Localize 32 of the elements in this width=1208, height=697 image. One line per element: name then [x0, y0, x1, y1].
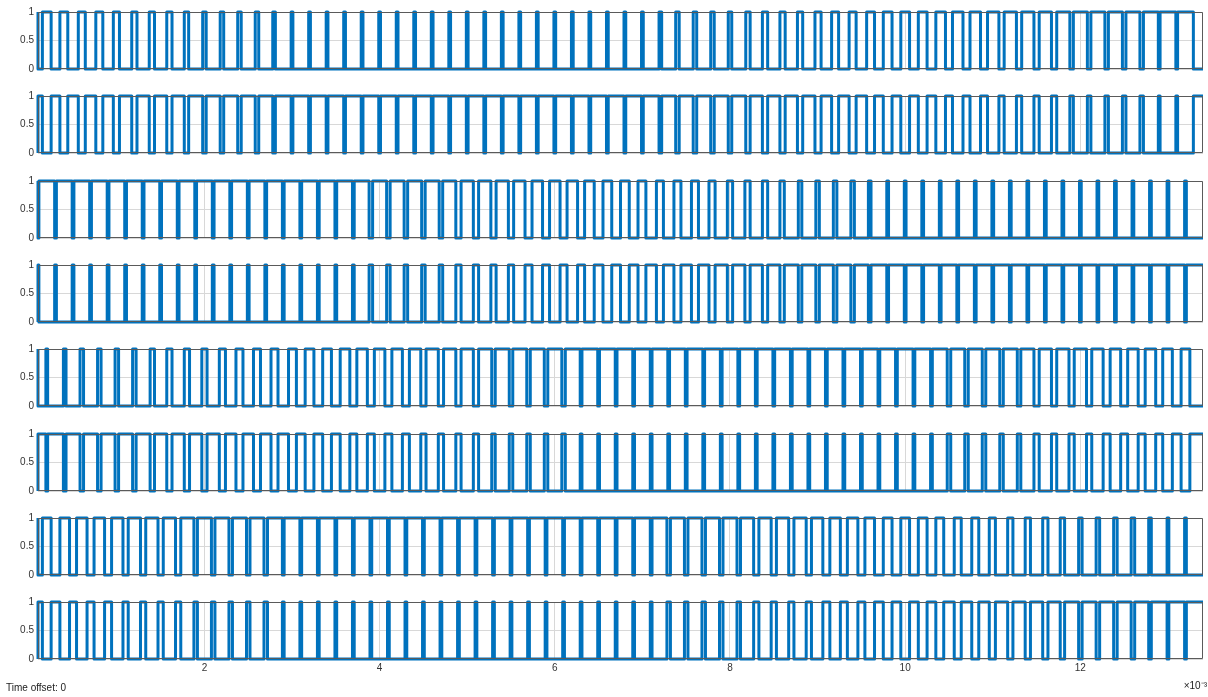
y-tick-label: 0.5 — [20, 34, 35, 46]
y-tick-label: 0 — [28, 399, 35, 411]
y-tick-label: 0 — [28, 568, 35, 580]
y-tick-label: 0.5 — [20, 540, 35, 552]
text: Time offset: 0 — [6, 682, 67, 694]
y-tick-label: 1 — [28, 90, 35, 102]
y-tick-label: 1 — [28, 174, 35, 186]
x-tick-label: 12 — [1074, 661, 1087, 673]
y-tick-label: 1 — [28, 5, 35, 17]
y-tick-label: 0 — [28, 147, 35, 159]
y-tick-label: 0.5 — [20, 118, 35, 130]
y-tick-label: 0 — [28, 231, 35, 243]
x-tick-label: 6 — [552, 661, 559, 673]
y-tick-label: 0.5 — [20, 371, 35, 383]
x-tick-label: 10 — [899, 661, 912, 673]
y-tick-label: 0.5 — [20, 287, 35, 299]
x-tick-label: 8 — [727, 661, 734, 673]
y-tick-label: 1 — [28, 258, 35, 270]
x-tick-label: 2 — [201, 661, 208, 673]
y-tick-label: 0.5 — [20, 624, 35, 636]
y-tick-label: 0 — [28, 652, 35, 664]
y-tick-label: 1 — [28, 595, 35, 607]
x-tick-label: 4 — [376, 661, 383, 673]
y-tick-label: 1 — [28, 511, 35, 523]
text: ×10⁻³ — [1183, 679, 1208, 691]
y-tick-label: 0 — [28, 62, 35, 74]
y-tick-label: 0.5 — [20, 455, 35, 467]
y-tick-label: 1 — [28, 427, 35, 439]
y-tick-label: 1 — [28, 342, 35, 354]
y-tick-label: 0.5 — [20, 202, 35, 214]
y-tick-label: 0 — [28, 315, 35, 327]
y-tick-label: 0 — [28, 484, 35, 496]
